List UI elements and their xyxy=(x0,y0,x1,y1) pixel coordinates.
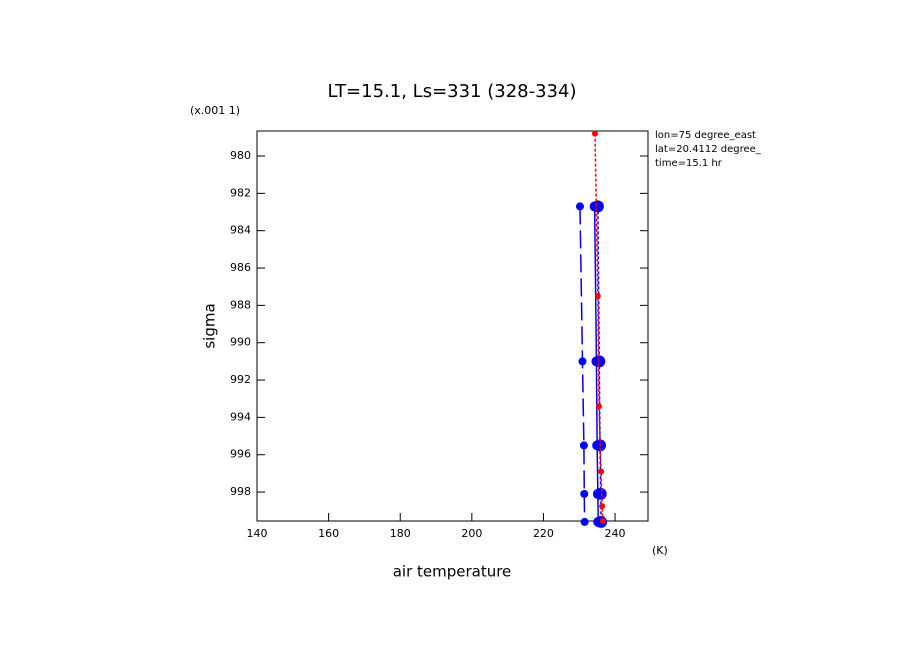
data-point xyxy=(579,441,588,450)
x-unit: (K) xyxy=(652,544,668,557)
data-point xyxy=(593,355,606,368)
data-point xyxy=(595,403,602,410)
data-point xyxy=(580,517,589,526)
data-point xyxy=(599,518,606,524)
data-point xyxy=(580,489,589,498)
annotation: lon=75 degree_east xyxy=(655,130,756,141)
y-tick-label: 990 xyxy=(230,336,251,349)
y-tick-label: 980 xyxy=(230,149,251,162)
y-tick-label: 984 xyxy=(230,224,251,237)
y-tick-label: 992 xyxy=(230,373,251,386)
x-tick-label: 180 xyxy=(390,527,411,540)
data-point xyxy=(594,293,601,300)
x-tick-label: 200 xyxy=(461,527,482,540)
chart-title: LT=15.1, Ls=331 (328-334) xyxy=(328,81,577,102)
data-point xyxy=(594,487,607,500)
data-point xyxy=(598,468,605,475)
y-unit: (x.001 1) xyxy=(190,104,240,117)
annotation: time=15.1 hr xyxy=(655,158,723,169)
x-tick-label: 160 xyxy=(318,527,339,540)
data-line xyxy=(597,206,602,522)
y-tick-label: 982 xyxy=(230,186,251,199)
x-tick-label: 220 xyxy=(533,527,554,540)
data-point xyxy=(599,503,606,510)
y-tick-label: 998 xyxy=(230,485,251,498)
data-point xyxy=(578,357,587,366)
y-tick-label: 988 xyxy=(230,298,251,311)
plot-frame xyxy=(256,130,649,522)
y-tick-label: 986 xyxy=(230,261,251,274)
y-axis-label: sigma xyxy=(201,303,219,348)
y-tick-label: 996 xyxy=(230,448,251,461)
data-point xyxy=(575,202,584,211)
data-point xyxy=(591,200,604,213)
x-tick-label: 240 xyxy=(605,527,626,540)
y-tick-label: 994 xyxy=(230,410,251,423)
data-point xyxy=(592,130,599,137)
x-tick-label: 140 xyxy=(247,527,268,540)
annotation: lat=20.4112 degree_ xyxy=(655,144,762,155)
data-line xyxy=(579,206,586,522)
x-axis-label: air temperature xyxy=(393,563,512,581)
